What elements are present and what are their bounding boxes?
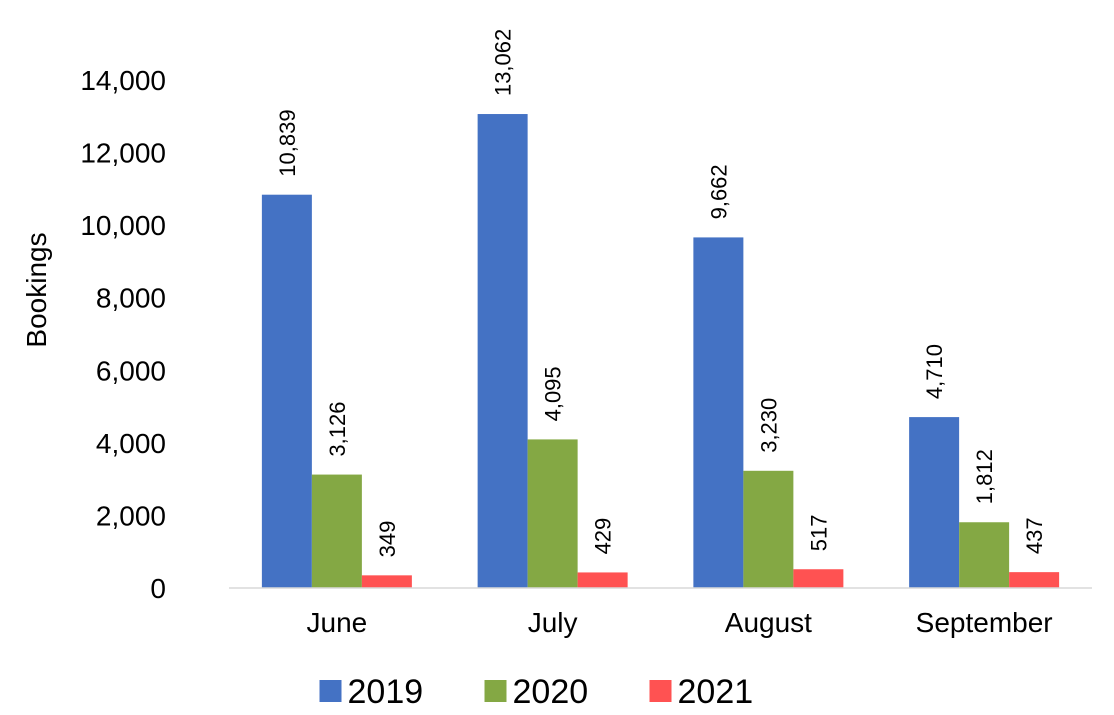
x-tick-label: August <box>725 607 812 638</box>
x-tick-label: July <box>528 607 578 638</box>
legend-swatch-2019 <box>319 680 342 702</box>
legend-label: 2019 <box>348 673 424 710</box>
bar-2020-july <box>527 439 578 588</box>
data-label: 4,710 <box>922 344 947 399</box>
bar-2019-june <box>261 194 312 588</box>
x-tick-label: June <box>307 607 368 638</box>
bar-2020-june <box>311 474 362 588</box>
legend-swatch-2021 <box>649 680 672 702</box>
data-label: 437 <box>1022 517 1047 554</box>
data-label: 13,062 <box>491 29 516 96</box>
x-tick-label: September <box>916 607 1053 638</box>
legend-swatch-2020 <box>484 680 507 702</box>
y-tick-label: 14,000 <box>80 65 166 96</box>
y-axis-ticks: 0 2,000 4,000 6,000 8,000 10,000 12,000 14,000 <box>80 65 166 604</box>
y-tick-label: 10,000 <box>80 210 166 241</box>
bar-2020-august <box>743 470 794 588</box>
y-tick-label: 6,000 <box>96 355 166 386</box>
y-tick-label: 4,000 <box>96 428 166 459</box>
data-label: 10,839 <box>275 109 300 176</box>
bar-2021-july <box>577 572 628 588</box>
legend-label: 2021 <box>678 673 754 710</box>
y-tick-label: 12,000 <box>80 138 166 169</box>
bars <box>261 114 1060 589</box>
bar-2021-september <box>1009 572 1060 588</box>
bar-2021-june <box>361 575 412 588</box>
legend-label: 2020 <box>513 673 589 710</box>
data-label: 517 <box>806 515 831 552</box>
data-label: 4,095 <box>541 366 566 421</box>
x-axis-ticks: June July August September <box>307 607 1053 638</box>
data-label: 1,812 <box>972 449 997 504</box>
y-tick-label: 0 <box>150 573 166 604</box>
bar-2019-july <box>477 114 528 588</box>
data-label: 349 <box>375 521 400 558</box>
y-tick-label: 2,000 <box>96 500 166 531</box>
data-label: 3,230 <box>756 398 781 453</box>
data-label: 3,126 <box>325 402 350 457</box>
y-tick-label: 8,000 <box>96 283 166 314</box>
data-label: 429 <box>591 518 616 555</box>
bar-2019-august <box>693 237 744 589</box>
data-label: 9,662 <box>706 164 731 219</box>
y-axis-label: Bookings <box>21 232 52 347</box>
bar-2020-september <box>959 522 1010 588</box>
bar-2021-august <box>793 569 844 588</box>
data-labels: 10,839 3,126 349 13,062 4,095 429 9,662 3,230 51… <box>275 29 1047 558</box>
legend: 2019 2020 2021 <box>319 673 754 711</box>
bar-2019-september <box>909 417 960 588</box>
